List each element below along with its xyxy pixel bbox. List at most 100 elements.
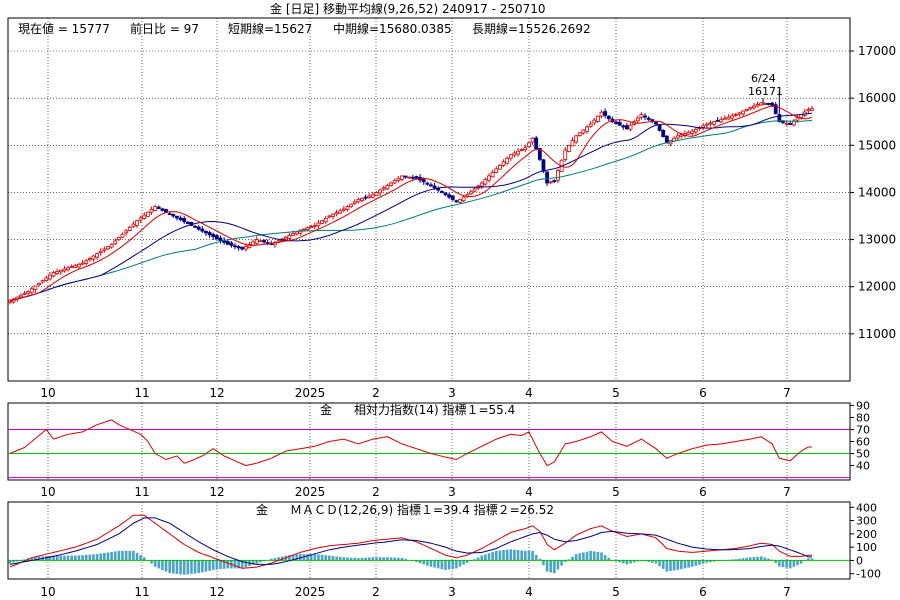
macd-hist-bar <box>30 557 34 561</box>
price-x-axis: 10 11 12 2025 2 3 4 5 6 7 <box>40 386 790 400</box>
price-tick-label: 12000 <box>858 280 896 294</box>
candle <box>461 195 466 202</box>
macd-hist-bar <box>756 556 759 561</box>
macd-hist-bar <box>560 560 563 566</box>
macd-hist-bar <box>538 558 542 561</box>
macd-hist-bar <box>313 554 317 561</box>
macd-hist-bar <box>513 549 516 561</box>
candle <box>595 115 600 123</box>
x-tick-label: 2025 <box>295 585 326 599</box>
macd-hist-bar <box>63 555 66 561</box>
candle <box>211 232 216 240</box>
candle <box>51 270 56 278</box>
macd-hist-bar <box>259 560 262 563</box>
candle <box>400 175 404 182</box>
candle <box>527 141 531 149</box>
candle <box>204 230 208 236</box>
macd-hist-bar <box>164 560 168 572</box>
macd-hist-bar <box>426 560 429 566</box>
macd-hist-bar <box>320 554 324 561</box>
macd-hist-bar <box>269 558 273 561</box>
candle <box>178 215 183 222</box>
macd-histogram <box>8 549 814 575</box>
macd-tick-label: 0 <box>856 554 863 567</box>
macd-hist-bar <box>658 560 661 567</box>
macd-hist-bar <box>378 557 382 561</box>
candle <box>715 117 720 122</box>
rsi-tick-label: 50 <box>856 448 870 461</box>
macd-hist-bar <box>190 560 193 574</box>
macd-hist-bar <box>676 560 680 570</box>
candle <box>214 234 219 241</box>
macd-hist-bar <box>186 560 190 575</box>
macd-hist-bar <box>404 559 407 561</box>
candle <box>436 186 441 193</box>
candle <box>367 193 372 200</box>
macd-hist-bar <box>172 560 175 574</box>
candle <box>283 235 288 240</box>
macd-hist-bar <box>204 560 208 572</box>
candle <box>273 240 277 248</box>
candle <box>508 154 513 161</box>
candle <box>577 132 582 137</box>
macd-hist-bar <box>520 550 523 561</box>
price-tick-label: 13000 <box>858 233 896 247</box>
macd-hist-bar <box>240 560 244 569</box>
macd-hist-bar <box>596 551 600 561</box>
x-tick-label: 4 <box>525 585 533 599</box>
macd-hist-bar <box>179 560 182 575</box>
candle <box>22 290 27 296</box>
macd-hist-bar <box>603 555 607 561</box>
macd-hist-bar <box>106 552 110 561</box>
macd-hist-bar <box>15 560 19 562</box>
info-short-ma: 短期線=15627 <box>228 21 312 36</box>
macd-hist-bar <box>295 554 298 561</box>
macd-hist-bar <box>400 558 404 561</box>
macd-hist-bar <box>774 560 778 564</box>
signal-line <box>9 517 812 565</box>
price-tick-label: 15000 <box>858 138 896 152</box>
candle <box>142 212 147 220</box>
candle <box>349 203 354 208</box>
candle <box>312 222 317 230</box>
candle <box>450 195 455 201</box>
candle <box>454 199 459 203</box>
candle <box>773 101 778 115</box>
macd-hist-bar <box>567 559 571 561</box>
candle <box>494 166 499 174</box>
macd-hist-bar <box>600 552 603 561</box>
candle <box>603 108 608 119</box>
macd-hist-bar <box>545 560 549 572</box>
macd-hist-bar <box>244 560 248 568</box>
macd-hist-bar <box>556 560 560 570</box>
macd-hist-bar <box>571 556 574 561</box>
macd-hist-bar <box>796 560 799 566</box>
macd-hist-bar <box>763 557 767 561</box>
macd-hist-bar <box>95 554 99 561</box>
candle <box>719 116 724 124</box>
ma-long-line <box>9 119 813 302</box>
candle <box>138 215 143 224</box>
candle <box>752 102 756 110</box>
x-tick-label: 6 <box>699 485 707 499</box>
candle <box>33 285 38 293</box>
x-tick-label: 7 <box>783 485 791 499</box>
candle <box>84 258 89 266</box>
macd-hist-bar <box>197 560 201 574</box>
candle <box>378 188 383 197</box>
candle <box>425 181 430 186</box>
rsi-guide-lines <box>8 403 850 480</box>
candle <box>766 102 771 106</box>
candle <box>69 264 74 269</box>
price-panel: 現在値 = 15777 前日比 = 97 短期線=15627 中期線=15680… <box>7 17 896 382</box>
candle <box>628 122 633 132</box>
macd-hist-bar <box>99 553 103 561</box>
candle <box>396 175 401 183</box>
macd-hist-bar <box>81 555 84 561</box>
candle <box>403 175 408 179</box>
candle <box>810 106 814 111</box>
candle <box>458 198 462 204</box>
macd-hist-bar <box>233 560 237 569</box>
